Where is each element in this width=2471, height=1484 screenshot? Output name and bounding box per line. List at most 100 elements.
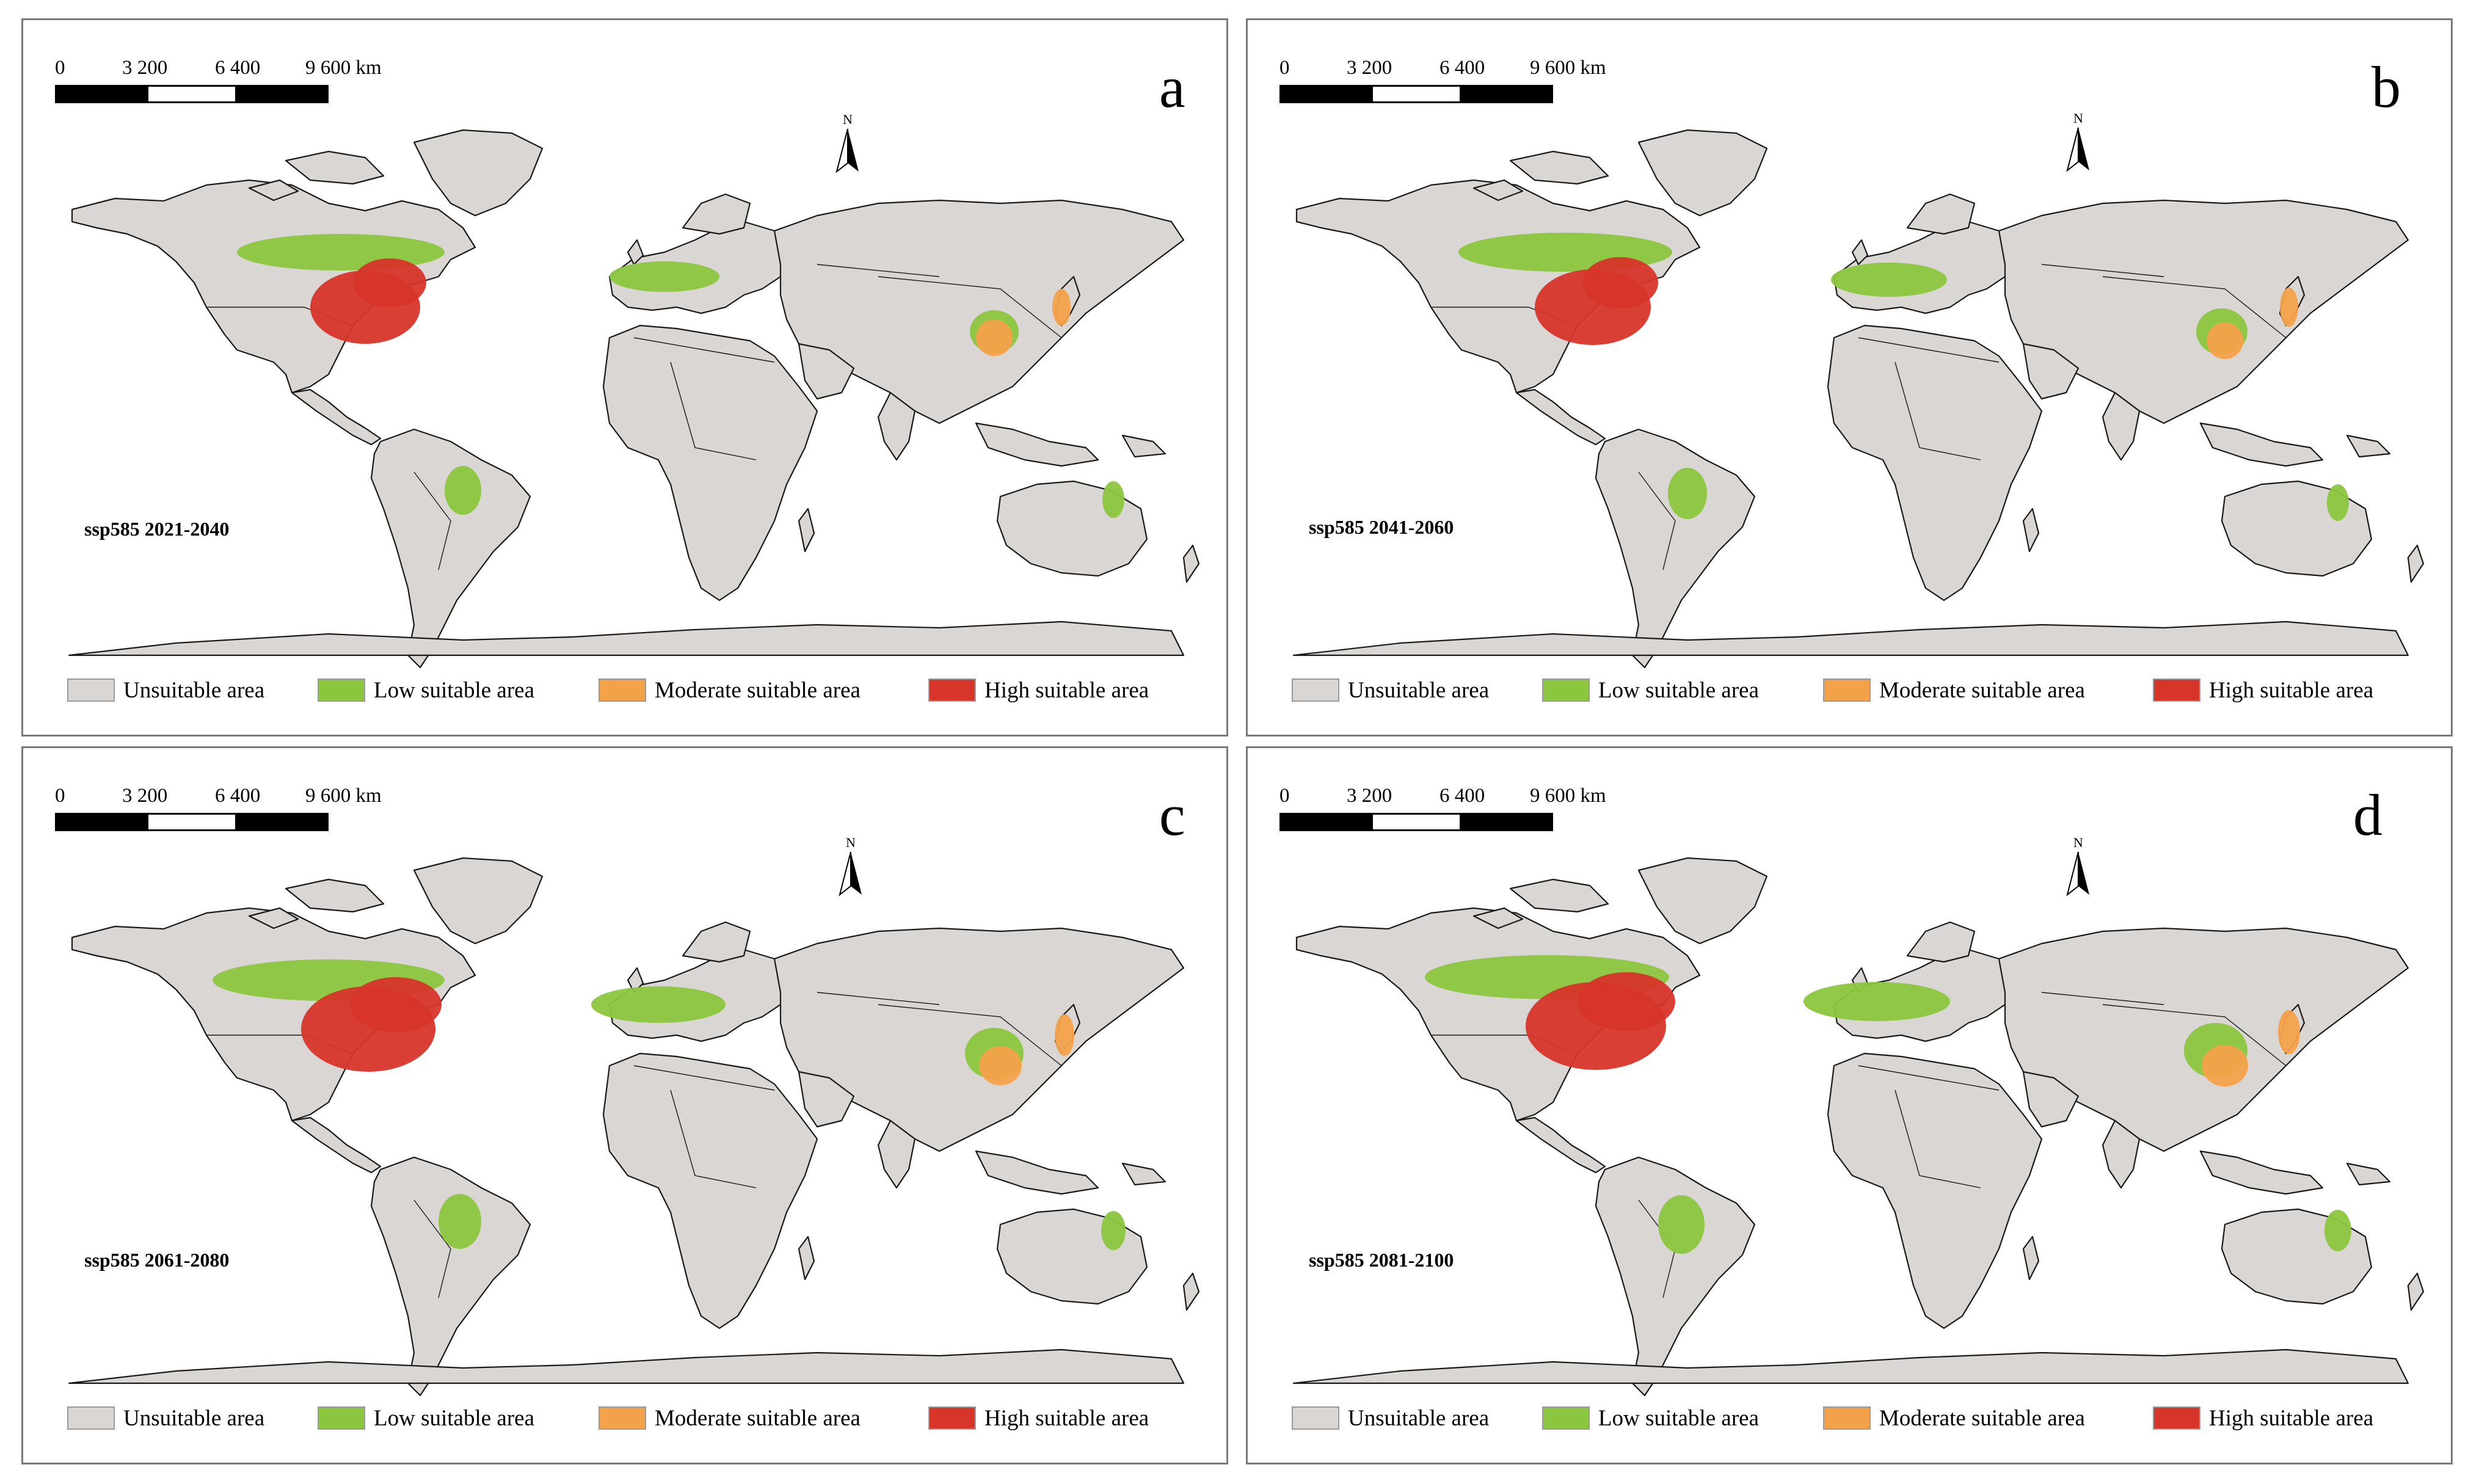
legend-label: Low suitable area (1598, 1405, 1759, 1431)
scale-tick-label: 6 400 (215, 785, 261, 807)
legend-item-low: Low suitable area (1542, 1403, 1759, 1433)
legend-swatch (67, 678, 115, 702)
legend-label: Low suitable area (374, 1405, 534, 1431)
scale-bar-segment (237, 85, 329, 103)
legend-label: Unsuitable area (1348, 1405, 1490, 1431)
low-suitable-region (591, 986, 726, 1023)
legend-swatch (599, 678, 646, 702)
legend-item-high: High suitable area (928, 675, 1149, 705)
legend-item-moderate: Moderate suitable area (1823, 1403, 2085, 1433)
low-suitable-region (1101, 1211, 1126, 1250)
legend-swatch (928, 678, 976, 702)
scale-tick-label: 6 400 (1439, 57, 1485, 79)
moderate-suitable-region (979, 1046, 1022, 1085)
legend-swatch (1292, 678, 1339, 702)
scale-tick-label: 3 200 (1347, 785, 1392, 807)
scale-bar-segment (1371, 813, 1461, 831)
scale-tick-label: 0 (1279, 785, 1290, 807)
scale-bar-segment (237, 813, 329, 831)
legend-label: Moderate suitable area (1879, 1405, 2085, 1431)
scale-tick-label: 9 600 km (305, 57, 382, 79)
legend-item-unsuitable: Unsuitable area (67, 1403, 264, 1433)
legend-item-moderate: Moderate suitable area (599, 1403, 861, 1433)
scale-tick-label: 9 600 km (1530, 785, 1606, 807)
scale-bar: 0 3 200 6 400 9 600 km (1279, 785, 1606, 858)
legend-item-high: High suitable area (2153, 1403, 2373, 1433)
legend-item-moderate: Moderate suitable area (599, 675, 861, 705)
low-suitable-region (2324, 1210, 2351, 1251)
legend-label: High suitable area (2209, 1405, 2374, 1431)
legend-label: Moderate suitable area (655, 677, 861, 703)
legend-label: High suitable area (2209, 677, 2374, 703)
panel-letter: c (1159, 782, 1185, 848)
scale-tick-label: 6 400 (1439, 785, 1485, 807)
scale-tick-label: 3 200 (1347, 57, 1392, 79)
legend-item-low: Low suitable area (318, 675, 534, 705)
scale-bar-segment (147, 813, 237, 831)
moderate-suitable-region (2278, 1010, 2300, 1054)
legend-swatch (2153, 678, 2200, 702)
legend-swatch (599, 1406, 646, 1430)
scale-tick-label: 9 600 km (305, 785, 382, 807)
high-suitable-region (1582, 257, 1658, 308)
scale-bar-segment (1279, 813, 1371, 831)
scale-bar-segment (55, 813, 147, 831)
scale-bar: 0 3 200 6 400 9 600 km (55, 785, 382, 858)
legend-swatch (1823, 1406, 1871, 1430)
legend-label: Moderate suitable area (655, 1405, 861, 1431)
legend: Unsuitable area Low suitable area Moderate… (1292, 675, 2428, 705)
legend-label: High suitable area (984, 1405, 1149, 1431)
legend-swatch (2153, 1406, 2200, 1430)
low-suitable-region (1102, 481, 1124, 518)
low-suitable-region (1831, 263, 1947, 297)
legend-item-low: Low suitable area (1542, 675, 1759, 705)
world-map (1248, 20, 2453, 737)
legend-swatch (1542, 678, 1590, 702)
legend-label: Low suitable area (374, 677, 534, 703)
north-label: N (843, 112, 853, 127)
scale-bar-segment (1461, 813, 1553, 831)
legend-swatch (67, 1406, 115, 1430)
panel-letter: d (2353, 782, 2382, 848)
legend-item-high: High suitable area (2153, 675, 2373, 705)
north-label: N (846, 835, 856, 850)
legend-label: Unsuitable area (123, 677, 265, 703)
scenario-period-label: ssp585 2041-2060 (1309, 516, 1454, 538)
low-suitable-region (1803, 982, 1950, 1021)
low-suitable-region (2327, 484, 2349, 521)
panel-letter: a (1159, 54, 1185, 120)
legend-item-unsuitable: Unsuitable area (1292, 1403, 1489, 1433)
north-arrow-icon: N (832, 834, 869, 907)
legend-label: Moderate suitable area (1879, 677, 2085, 703)
legend-label: Unsuitable area (123, 1405, 265, 1431)
moderate-suitable-region (2202, 1045, 2248, 1086)
scale-bar-segment (1279, 85, 1371, 103)
scale-bar-segment (147, 85, 237, 103)
legend-swatch (1823, 678, 1871, 702)
high-suitable-region (1578, 972, 1675, 1031)
world-map (23, 20, 1228, 737)
legend-swatch (318, 1406, 365, 1430)
scale-tick-label: 0 (55, 57, 65, 79)
scenario-period-label: ssp585 2021-2040 (84, 518, 230, 540)
legend-item-high: High suitable area (928, 1403, 1149, 1433)
legend-label: Low suitable area (1598, 677, 1759, 703)
legend-swatch (928, 1406, 976, 1430)
low-suitable-region (1668, 468, 1707, 519)
world-map (23, 748, 1228, 1464)
low-suitable-region (610, 261, 719, 292)
scale-tick-label: 3 200 (122, 785, 168, 807)
moderate-suitable-region (1052, 289, 1071, 326)
scale-bar: 0 3 200 6 400 9 600 km (55, 57, 382, 130)
north-arrow-icon: N (829, 111, 866, 184)
low-suitable-region (1658, 1195, 1705, 1254)
moderate-suitable-region (2207, 322, 2243, 359)
moderate-suitable-region (1055, 1014, 1074, 1056)
high-suitable-region (350, 977, 442, 1032)
scale-bar-segment (1461, 85, 1553, 103)
scale-bar-segment (55, 85, 147, 103)
scale-tick-label: 3 200 (122, 57, 168, 79)
